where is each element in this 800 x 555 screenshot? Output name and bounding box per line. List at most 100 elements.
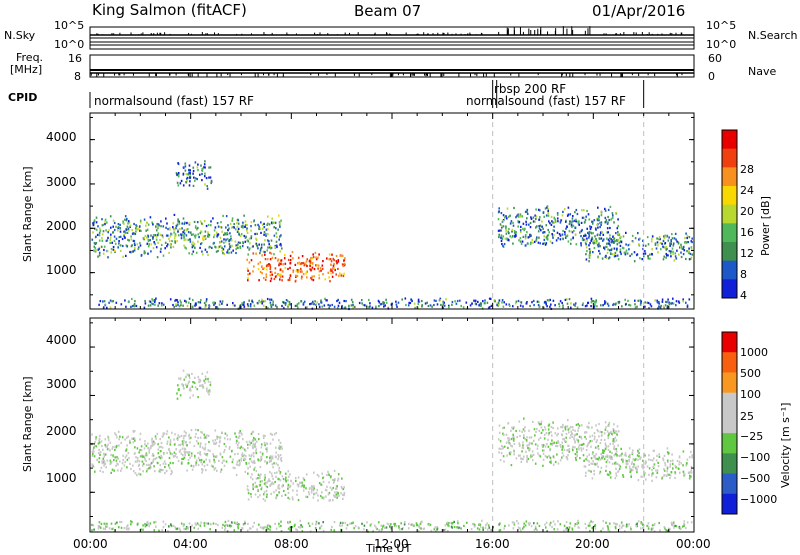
echo-cell: [500, 229, 503, 232]
echo-cell: [497, 218, 500, 221]
echo-cell: [669, 465, 671, 468]
echo-cell: [542, 227, 544, 230]
echo-cell: [121, 237, 124, 241]
echo-cell: [245, 462, 248, 465]
echo-cell: [536, 522, 539, 525]
echo-cell: [657, 251, 659, 254]
echo-cell: [565, 521, 568, 524]
echo-cell: [282, 478, 285, 481]
echo-cell: [527, 444, 529, 447]
echo-cell: [192, 166, 195, 169]
echo-cell: [613, 462, 616, 465]
echo-cell: [178, 527, 181, 530]
echo-cell: [640, 300, 642, 303]
echo-cell: [170, 469, 173, 472]
nsearch-tick-bottom: 10^0: [706, 38, 737, 51]
echo-cell: [691, 253, 694, 256]
echo-cell: [160, 220, 162, 223]
echo-cell: [677, 300, 680, 303]
echo-cell: [214, 301, 216, 305]
echo-cell: [206, 454, 208, 457]
echo-cell: [393, 524, 396, 527]
echo-cell: [97, 442, 100, 445]
echo-cell: [507, 446, 509, 449]
echo-cell: [230, 450, 233, 453]
echo-cell: [585, 253, 587, 256]
echo-cell: [200, 458, 203, 462]
echo-cell: [541, 220, 543, 223]
echo-cell: [602, 238, 605, 241]
echo-cell: [642, 252, 645, 255]
echo-cell: [339, 254, 342, 257]
echo-cell: [203, 220, 206, 223]
echo-cell: [139, 221, 142, 224]
echo-cell: [660, 248, 662, 251]
echo-cell: [197, 301, 200, 304]
echo-cell: [518, 220, 521, 223]
echo-cell: [336, 262, 338, 265]
echo-cell: [639, 303, 642, 306]
echo-cell: [345, 300, 347, 303]
echo-cell: [186, 373, 189, 376]
echo-cell: [684, 241, 686, 244]
echo-cell: [226, 303, 228, 306]
echo-cell: [530, 217, 533, 220]
echo-cell: [187, 382, 190, 385]
echo-cell: [299, 262, 302, 266]
echo-cell: [567, 206, 570, 209]
echo-cell: [120, 441, 122, 445]
echo-cell: [203, 522, 206, 525]
echo-cell: [177, 173, 180, 176]
echo-cell: [174, 299, 176, 302]
echo-cell: [105, 525, 107, 528]
echo-cell: [210, 464, 213, 467]
echo-cell: [279, 275, 282, 278]
echo-cell: [112, 245, 115, 249]
echo-cell: [578, 220, 580, 223]
echo-cell: [259, 249, 262, 252]
echo-cell: [336, 495, 339, 498]
echo-cell: [519, 229, 522, 232]
echo-cell: [150, 461, 153, 465]
echo-cell: [400, 522, 402, 525]
echo-cell: [198, 381, 200, 384]
echo-cell: [340, 254, 343, 257]
echo-cell: [163, 432, 166, 435]
echo-cell: [554, 460, 557, 464]
echo-cell: [626, 525, 629, 528]
x-tick-3: 12:00: [374, 537, 409, 551]
echo-cell: [106, 306, 108, 309]
echo-cell: [260, 221, 262, 224]
echo-cell: [166, 451, 168, 455]
echo-cell: [621, 452, 623, 455]
echo-cell: [166, 440, 169, 443]
echo-cell: [260, 446, 263, 449]
echo-cell: [200, 431, 202, 434]
echo-cell: [300, 267, 302, 270]
echo-cell: [153, 300, 156, 303]
echo-cell: [664, 235, 666, 238]
echo-cell: [183, 232, 186, 235]
echo-cell: [145, 224, 147, 227]
echo-cell: [201, 468, 204, 471]
echo-cell: [124, 218, 126, 221]
velocity-y-tick-3000: 3000: [46, 377, 77, 391]
echo-cell: [666, 447, 669, 450]
echo-cell: [615, 239, 618, 242]
echo-cell: [167, 228, 169, 231]
echo-cell: [195, 459, 198, 462]
echo-cell: [341, 477, 343, 480]
echo-cell: [659, 529, 661, 532]
echo-cell: [131, 297, 133, 301]
echo-cell: [189, 238, 191, 241]
echo-cell: [542, 444, 545, 447]
echo-cell: [264, 278, 267, 281]
echo-cell: [553, 234, 555, 237]
echo-cell: [181, 457, 183, 461]
echo-cell: [268, 460, 271, 464]
echo-cell: [593, 300, 596, 303]
echo-cell: [322, 477, 324, 480]
echo-cell: [110, 471, 112, 474]
echo-cell: [533, 304, 535, 307]
echo-cell: [169, 243, 172, 247]
